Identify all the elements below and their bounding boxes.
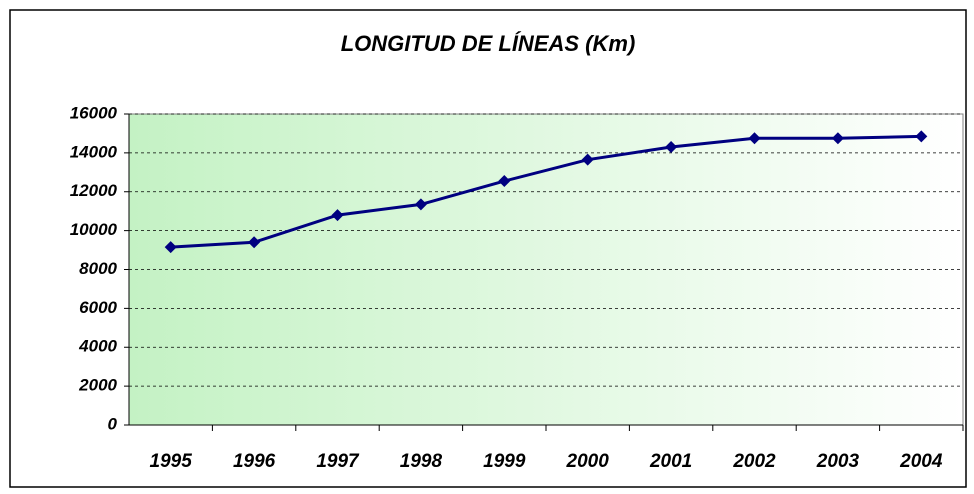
y-tick-label: 4000 (78, 337, 117, 356)
line (170, 134, 922, 249)
x-tick-label: 1997 (316, 451, 360, 472)
x-tick-label: 2003 (816, 451, 860, 472)
y-tick-label: 16000 (70, 103, 118, 122)
x-tick-label: 2000 (566, 451, 610, 472)
y-tick-label: 14000 (70, 142, 118, 161)
y-tick-label: 6000 (79, 298, 117, 317)
x-tick-label: 1995 (150, 451, 193, 472)
chart-title: LONGITUD DE LÍNEAS (Km) (341, 31, 636, 56)
marker (665, 141, 678, 154)
x-tick-label: 1998 (400, 451, 443, 472)
marker (748, 132, 761, 145)
marker (915, 130, 928, 143)
y-tick-label: 10000 (70, 220, 118, 239)
y-tick-label: 12000 (70, 181, 118, 200)
marker (581, 153, 594, 166)
marker (248, 236, 261, 249)
marker (831, 132, 844, 145)
x-tick-label: 1999 (483, 451, 526, 472)
x-tick-label: 2004 (899, 451, 943, 472)
y-tick-label: 2000 (78, 376, 117, 395)
marker (164, 241, 177, 254)
x-tick-label: 1996 (233, 451, 276, 472)
x-tick-label: 2001 (649, 451, 692, 472)
y-tick-label: 0 (108, 414, 118, 433)
marker (414, 198, 427, 211)
marker (331, 209, 344, 222)
y-tick-label: 8000 (79, 259, 117, 278)
x-tick-label: 2002 (732, 451, 776, 472)
marker (498, 175, 511, 188)
